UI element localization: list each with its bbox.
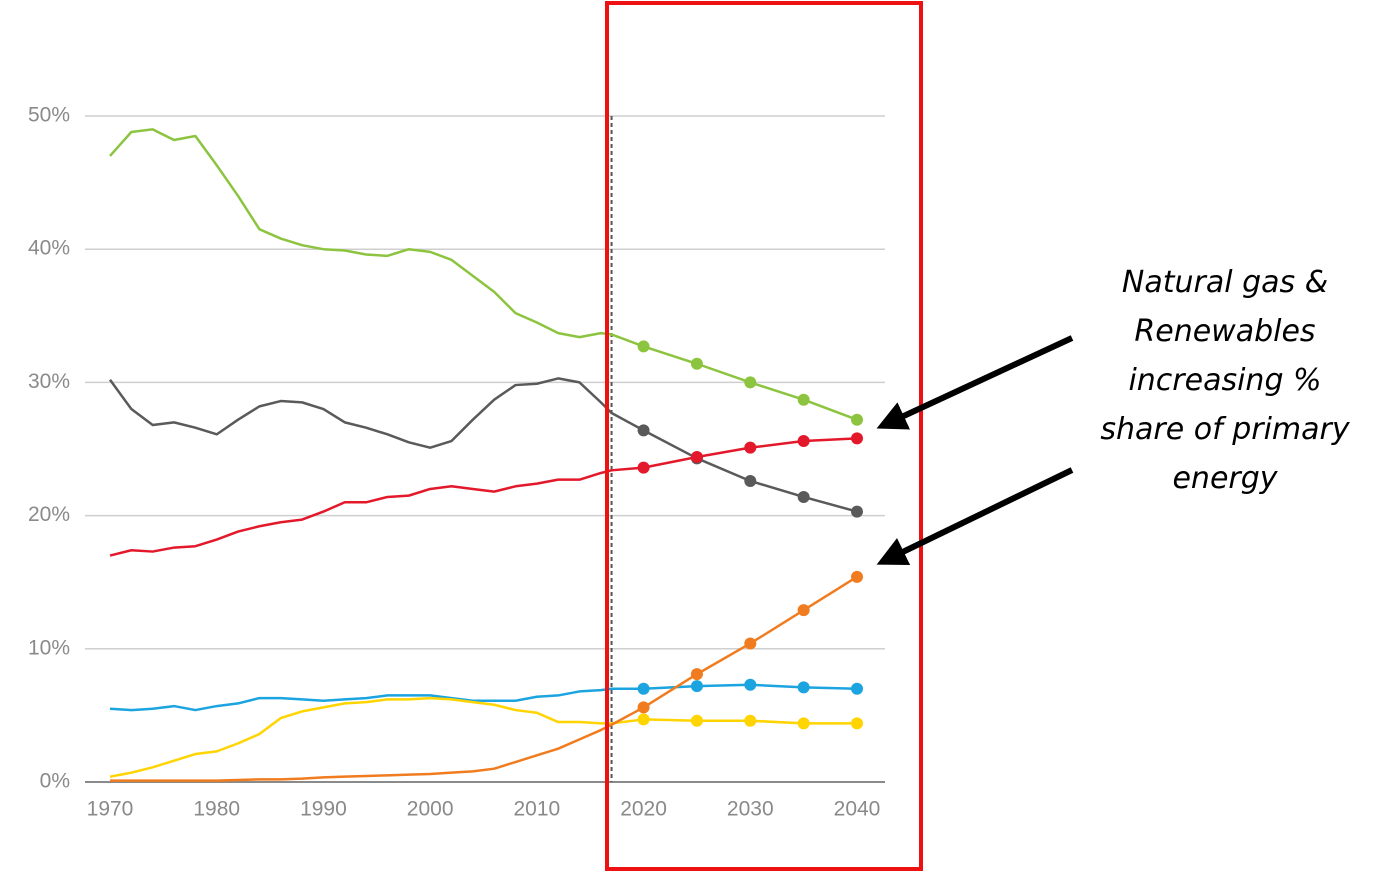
- y-tick-label: 20%: [28, 503, 70, 526]
- y-tick-label: 10%: [28, 636, 70, 659]
- point: [851, 505, 863, 518]
- point: [797, 604, 810, 617]
- series-line: [109, 128, 858, 421]
- x-tick-label: 2030: [727, 798, 774, 821]
- point: [690, 680, 703, 693]
- point: [637, 424, 650, 437]
- annotation-line: Natural gas &: [1121, 265, 1329, 300]
- x-tick-label: 2010: [513, 798, 560, 821]
- annotation: Natural gas & Renewables increasing % share…: [1075, 258, 1375, 503]
- point: [797, 717, 810, 730]
- arrow: [876, 335, 1074, 430]
- point: [690, 668, 703, 681]
- y-tick-label: 30%: [28, 370, 70, 393]
- annotation-line: energy: [1172, 461, 1278, 496]
- point: [851, 432, 863, 445]
- point: [744, 441, 757, 454]
- point: [690, 714, 703, 727]
- point: [637, 713, 650, 726]
- point: [637, 461, 650, 474]
- point: [744, 637, 757, 650]
- point: [637, 340, 650, 353]
- highlight-box: [605, 1, 923, 871]
- annotation-line: Renewables: [1134, 314, 1316, 349]
- point: [797, 393, 810, 406]
- series-line: [110, 575, 858, 782]
- point: [851, 570, 863, 583]
- x-tick-label: 2040: [834, 798, 881, 821]
- point: [851, 717, 863, 730]
- point: [744, 376, 757, 389]
- x-tick-label: 1970: [87, 798, 134, 821]
- annotation-line: increasing %: [1128, 363, 1322, 398]
- series-line: [108, 377, 858, 513]
- x-tick-label: 1990: [300, 798, 347, 821]
- x-tick-label: 1980: [193, 798, 240, 821]
- point: [797, 435, 810, 448]
- point: [744, 474, 757, 487]
- y-tick-label: 0%: [40, 770, 70, 793]
- point: [744, 678, 757, 691]
- point: [637, 682, 650, 695]
- series-line: [109, 696, 857, 778]
- series-line: [109, 683, 858, 712]
- series-line: [109, 437, 858, 557]
- x-tick-label: 2000: [407, 798, 454, 821]
- point: [690, 450, 703, 463]
- y-tick-label: 40%: [28, 237, 70, 260]
- point: [851, 682, 863, 695]
- arrow: [876, 467, 1074, 566]
- point: [851, 413, 863, 426]
- point: [744, 714, 757, 727]
- point: [797, 490, 810, 503]
- y-tick-label: 50%: [28, 104, 70, 127]
- point: [690, 357, 703, 370]
- point: [637, 701, 650, 714]
- point: [797, 681, 810, 694]
- annotation-line: share of primary: [1100, 412, 1350, 447]
- x-tick-label: 2020: [620, 798, 667, 821]
